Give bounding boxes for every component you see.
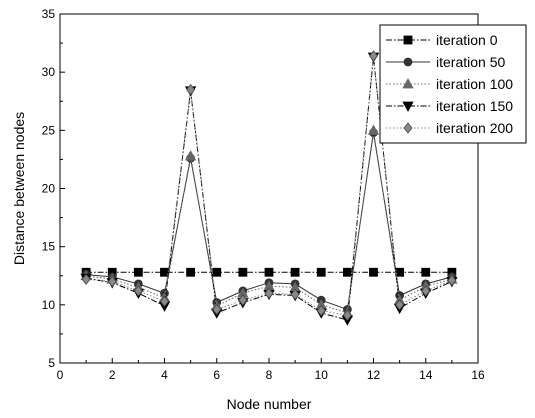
legend-item: iteration 200: [386, 120, 513, 136]
legend-marker: [402, 78, 414, 89]
data-point: [212, 303, 222, 316]
series-1: [81, 267, 457, 277]
data-point: [290, 267, 300, 277]
x-tick-label: 12: [367, 368, 381, 382]
data-point: [447, 274, 457, 287]
data-point: [81, 273, 91, 285]
x-tick-label: 6: [213, 368, 220, 382]
x-axis-title: Node number: [227, 396, 312, 412]
legend-item: iteration 0: [386, 32, 498, 48]
x-tick-label: 0: [57, 368, 64, 382]
x-tick-label: 14: [419, 368, 433, 382]
legend-label: iteration 200: [436, 120, 513, 136]
data-point: [186, 267, 196, 277]
data-point: [184, 150, 197, 161]
data-point: [186, 83, 196, 96]
x-tick-label: 10: [315, 368, 329, 382]
data-point: [133, 267, 143, 277]
x-axis: 0 2 4 6 8 10 12 14 16: [57, 358, 485, 382]
data-point: [395, 299, 405, 311]
legend-label: iteration 150: [436, 98, 513, 114]
x-tick-label: 2: [109, 368, 116, 382]
series-5: [81, 50, 457, 321]
y-tick-label: 5: [48, 356, 55, 370]
y-tick-label: 15: [42, 240, 56, 254]
data-point: [342, 267, 352, 277]
data-point: [238, 267, 248, 277]
data-point: [368, 50, 379, 62]
legend-item: iteration 100: [386, 76, 513, 92]
series-layer: [80, 50, 458, 326]
legend-item: iteration 50: [386, 54, 505, 70]
x-tick-label: 16: [471, 368, 485, 382]
data-point: [264, 287, 274, 299]
data-point: [421, 285, 431, 297]
data-point: [238, 294, 248, 306]
legend-label: iteration 100: [436, 76, 513, 92]
data-point: [369, 267, 378, 277]
data-point: [316, 267, 326, 277]
legend-label: iteration 50: [436, 54, 505, 70]
legend-marker: [403, 122, 413, 134]
legend-marker: [403, 35, 413, 45]
legend: iteration 0 iteration 50 iteration 100 iter…: [379, 24, 527, 144]
data-point: [107, 275, 117, 288]
y-tick-label: 35: [42, 7, 56, 21]
data-point: [342, 309, 352, 321]
x-tick-label: 8: [266, 368, 273, 382]
data-point: [290, 288, 300, 301]
data-point: [264, 267, 274, 277]
y-axis: 5 10 15 20 25 30 35: [42, 7, 65, 370]
data-point: [316, 305, 326, 317]
data-point: [159, 295, 170, 307]
data-point: [212, 267, 222, 277]
data-point: [421, 267, 431, 277]
legend-marker: [402, 101, 414, 112]
data-point: [367, 124, 380, 135]
legend-label: iteration 0: [436, 32, 498, 48]
y-tick-label: 10: [42, 298, 56, 312]
x-tick-label: 4: [161, 368, 168, 382]
y-axis-title: Distance between nodes: [11, 112, 27, 265]
legend-marker: [403, 57, 413, 67]
y-tick-label: 25: [42, 123, 56, 137]
data-point: [160, 267, 169, 277]
y-tick-label: 20: [42, 182, 56, 196]
legend-item: iteration 150: [386, 98, 513, 114]
data-point: [133, 285, 143, 297]
y-tick-label: 30: [42, 65, 56, 79]
